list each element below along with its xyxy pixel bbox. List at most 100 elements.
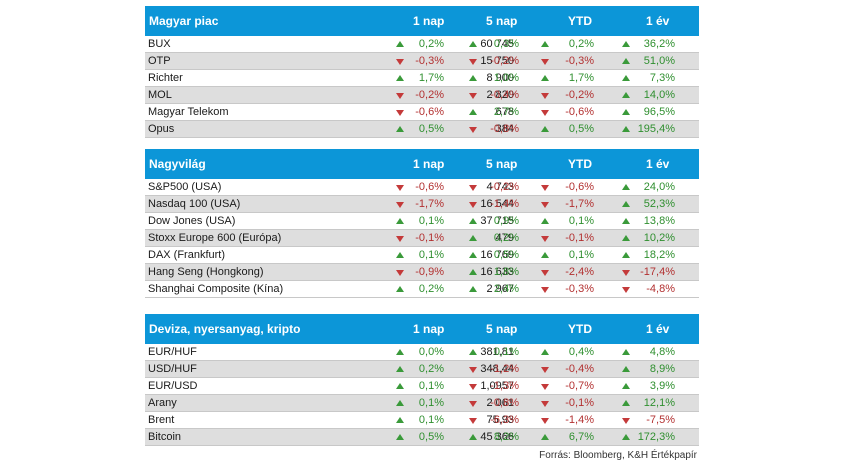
change-value: -0,6% (565, 106, 594, 118)
instrument-value: 2 967 (486, 283, 514, 295)
change-indicator (541, 213, 549, 230)
change-value: 14,0% (643, 89, 675, 101)
column-header: 5 nap (486, 322, 518, 336)
instrument-name: Bitcoin (148, 431, 182, 443)
change-indicator (396, 429, 404, 446)
instrument-value: 8 900 (486, 72, 514, 84)
table-row: Hang Seng (Hongkong) 16 633 -0,9% 1,8% -2,4%… (145, 264, 699, 281)
change-value: -0,2% (490, 55, 519, 67)
change-indicator (622, 344, 630, 361)
instrument-value: 384 (495, 123, 514, 135)
change-indicator (469, 395, 477, 413)
change-indicator (396, 213, 404, 230)
arrow-up-icon (469, 41, 477, 47)
change-indicator (396, 196, 404, 214)
table-row: S&P500 (USA) 4 743 -0,6% -0,2% -0,6% 24,0% (145, 179, 699, 196)
change-indicator (622, 36, 630, 53)
change-value: -0,1% (565, 232, 594, 244)
change-indicator (622, 378, 630, 395)
arrow-down-icon (469, 185, 477, 191)
arrow-up-icon (622, 366, 630, 372)
arrow-down-icon (541, 287, 549, 293)
instrument-value: 2 061 (486, 397, 514, 409)
table-row: Magyar Telekom 678 -0,6% 2,7% -0,6% 96,5% (145, 104, 699, 121)
change-indicator (469, 230, 477, 247)
instrument-value: 4 743 (486, 181, 514, 193)
instrument-value: 75,93 (486, 414, 514, 426)
change-indicator (396, 36, 404, 53)
arrow-up-icon (396, 41, 404, 47)
arrow-up-icon (541, 75, 549, 81)
change-indicator (469, 104, 477, 121)
change-value: -0,2% (415, 89, 444, 101)
change-value: 36,2% (643, 38, 675, 50)
change-indicator (469, 344, 477, 361)
table-header: Magyar piac 1 nap 5 nap YTD 1 év (145, 6, 699, 36)
arrow-up-icon (622, 400, 630, 406)
change-value: 0,2% (418, 363, 444, 375)
arrow-down-icon (541, 110, 549, 116)
change-indicator (469, 378, 477, 396)
change-indicator (622, 264, 630, 282)
change-indicator (469, 196, 477, 214)
change-indicator (541, 87, 549, 105)
change-indicator (622, 213, 630, 230)
arrow-up-icon (622, 349, 630, 355)
instrument-value: 45 366 (480, 431, 514, 443)
column-header: 1 nap (413, 157, 445, 171)
table-row: EUR/USD 1,0957 0,1% -1,3% -0,7% 3,9% (145, 378, 699, 395)
arrow-down-icon (541, 367, 549, 373)
change-value: 172,3% (637, 431, 675, 443)
instrument-name: Richter (148, 72, 183, 84)
change-indicator (469, 429, 477, 446)
arrow-down-icon (396, 59, 404, 65)
change-indicator (541, 179, 549, 197)
change-indicator (469, 179, 477, 197)
change-value: -0,3% (565, 283, 594, 295)
table-row: Stoxx Europe 600 (Európa) 479 -0,1% 0,2% -0,… (145, 230, 699, 247)
change-indicator (396, 281, 404, 298)
instrument-name: Brent (148, 414, 175, 426)
change-value: -0,6% (415, 181, 444, 193)
change-value: -6,3% (490, 414, 519, 426)
arrow-up-icon (622, 218, 630, 224)
instrument-name: Shanghai Composite (Kína) (148, 283, 284, 295)
change-indicator (622, 104, 630, 121)
arrow-up-icon (541, 349, 549, 355)
change-value: 0,3% (493, 38, 519, 50)
arrow-down-icon (622, 287, 630, 293)
change-value: -2,4% (565, 266, 594, 278)
instrument-value: 1,0957 (480, 380, 514, 392)
arrow-up-icon (469, 252, 477, 258)
change-indicator (541, 70, 549, 87)
change-indicator (396, 70, 404, 87)
arrow-down-icon (541, 93, 549, 99)
change-value: -1,3% (490, 380, 519, 392)
change-indicator (541, 378, 549, 396)
instrument-value: 16 769 (480, 249, 514, 261)
change-indicator (396, 179, 404, 197)
change-value: 0,0% (418, 346, 444, 358)
table-row: Bitcoin 45 366 0,5% 8,2% 6,7% 172,3% (145, 429, 699, 446)
instrument-name: MOL (148, 89, 172, 101)
instrument-value: 37 715 (480, 215, 514, 227)
column-header: YTD (568, 157, 592, 171)
table-header: Nagyvilág 1 nap 5 nap YTD 1 év (145, 149, 699, 179)
change-value: -0,8% (490, 397, 519, 409)
arrow-up-icon (469, 286, 477, 292)
change-indicator (541, 429, 549, 446)
arrow-up-icon (469, 109, 477, 115)
change-indicator (396, 230, 404, 248)
instrument-value: 381,81 (480, 346, 514, 358)
arrow-down-icon (541, 270, 549, 276)
arrow-up-icon (622, 92, 630, 98)
change-value: 0,1% (418, 380, 444, 392)
change-indicator (396, 361, 404, 378)
change-indicator (396, 378, 404, 395)
change-value: 0,1% (418, 397, 444, 409)
arrow-down-icon (396, 93, 404, 99)
change-value: -1,7% (415, 198, 444, 210)
change-indicator (541, 230, 549, 248)
arrow-up-icon (622, 58, 630, 64)
table-title: Deviza, nyersanyag, kripto (149, 322, 301, 336)
